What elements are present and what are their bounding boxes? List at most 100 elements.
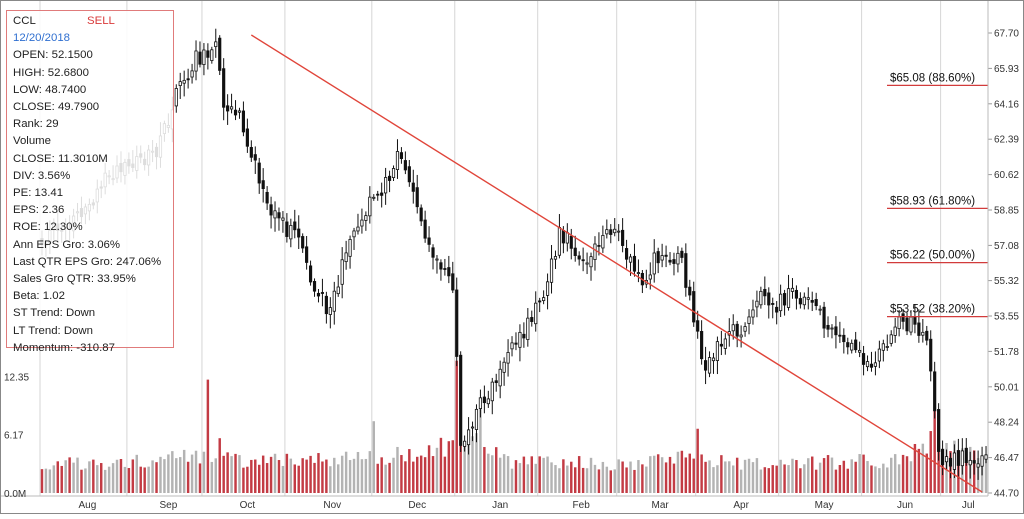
candle-body — [680, 250, 684, 258]
candle-body — [510, 342, 514, 350]
candle-body — [668, 259, 672, 263]
volume-bar — [467, 434, 470, 493]
candle — [810, 291, 814, 312]
candle — [632, 243, 637, 277]
candle — [241, 101, 246, 137]
candle-body — [889, 334, 893, 344]
x-tick-label: Apr — [733, 500, 749, 511]
volume-bar — [526, 464, 530, 493]
candle-body — [952, 452, 957, 470]
candle — [534, 291, 538, 332]
volume-bar — [649, 456, 652, 493]
volume-bar — [80, 469, 83, 493]
candle — [613, 218, 617, 237]
candle — [933, 361, 937, 419]
volume-bar — [238, 455, 241, 493]
candle-body — [285, 221, 289, 237]
candle — [585, 252, 589, 275]
candle-body — [435, 258, 439, 261]
volume-bar — [60, 465, 63, 493]
volume-bar — [546, 456, 549, 493]
candle-body — [241, 110, 246, 133]
volume-bar — [842, 460, 846, 493]
candle — [222, 58, 226, 121]
candle — [652, 239, 656, 283]
candle-body — [818, 308, 822, 311]
volume-bar — [897, 464, 901, 493]
volume-bar — [68, 457, 71, 493]
candle — [545, 273, 550, 310]
volume-bar — [171, 451, 174, 493]
candle-body — [249, 147, 253, 158]
candle-body — [526, 317, 530, 340]
volume-bar — [344, 451, 348, 493]
volume-bar — [688, 453, 691, 493]
volume-bar — [119, 459, 123, 493]
candle-body — [802, 296, 806, 306]
candle — [743, 322, 747, 337]
candle-body — [929, 338, 933, 372]
candle — [553, 250, 558, 269]
candle — [518, 324, 522, 362]
price-tick-label: 51.78 — [994, 347, 1019, 358]
candle — [893, 317, 897, 343]
candle-body — [632, 255, 637, 272]
candle — [968, 451, 972, 479]
volume-bar — [581, 467, 585, 493]
volume-bar — [48, 469, 52, 493]
x-tick-label: Oct — [240, 500, 256, 511]
volume-bar — [175, 458, 178, 493]
candle — [814, 292, 818, 311]
candle — [214, 28, 218, 58]
candle-body — [466, 429, 471, 446]
candle-body — [297, 228, 301, 238]
candle — [672, 252, 676, 276]
volume-bar — [807, 458, 810, 493]
volume-bar — [250, 459, 253, 493]
candle-body — [636, 272, 641, 274]
candle-body — [328, 307, 332, 315]
candle — [522, 322, 526, 348]
candle-body — [352, 230, 356, 238]
candle-body — [913, 316, 917, 325]
candle-body — [380, 192, 384, 196]
x-tick-label: Aug — [79, 500, 97, 511]
candle-body — [881, 343, 885, 351]
volume-bar — [739, 469, 743, 493]
signal-badge: SELL — [87, 15, 115, 27]
candle-body — [439, 262, 443, 270]
candle-body — [609, 229, 613, 235]
candle-body — [305, 246, 309, 263]
candle — [790, 278, 795, 299]
volume-bar — [100, 463, 103, 493]
candle — [802, 292, 806, 310]
volume-bar — [791, 458, 794, 493]
volume-bar — [352, 458, 356, 493]
candle-body — [771, 303, 775, 305]
candle-body — [565, 232, 569, 244]
candle — [494, 373, 498, 392]
volume-bar — [305, 459, 308, 493]
volume-bar — [309, 455, 312, 493]
candle-body — [944, 456, 949, 463]
candle — [482, 385, 486, 414]
candle-body — [549, 258, 554, 283]
volume-bar — [510, 468, 514, 493]
volume-bar — [830, 457, 834, 493]
volume-bar — [226, 452, 229, 493]
candle-body — [182, 79, 186, 84]
volume-bar — [858, 454, 861, 493]
candle-body — [964, 447, 968, 464]
candle-body — [316, 292, 321, 297]
candle — [443, 258, 447, 276]
candle — [605, 219, 609, 239]
candle-body — [806, 297, 810, 300]
candle — [510, 336, 514, 357]
candle — [245, 118, 249, 153]
price-tick-label: 57.08 — [994, 241, 1019, 252]
volume-tick-label: 0.0M — [4, 489, 26, 500]
candle — [364, 211, 368, 231]
candle — [609, 224, 613, 244]
candle-body — [198, 51, 202, 65]
